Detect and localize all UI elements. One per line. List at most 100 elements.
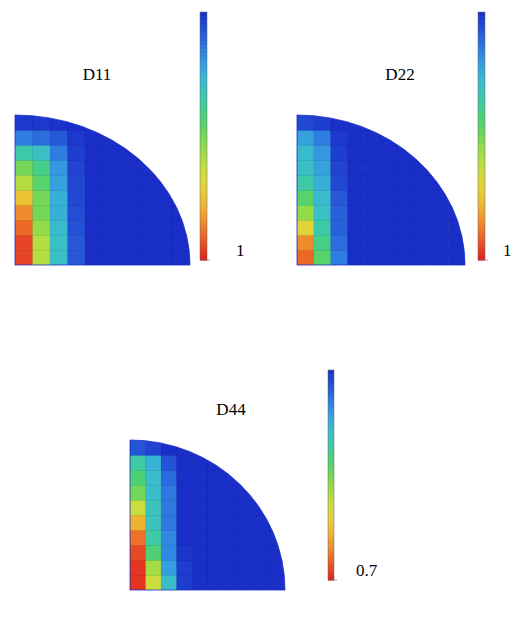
colorbar-band — [328, 535, 334, 539]
colorbar-tick-label: 0.7 — [356, 561, 378, 580]
colorbar-frame — [200, 12, 207, 260]
colorbar-band — [200, 140, 207, 145]
cell — [314, 160, 331, 176]
colorbar-band — [328, 426, 334, 430]
cell — [33, 175, 51, 191]
cell — [431, 250, 448, 266]
figure: D111D221D440.7 — [0, 0, 523, 619]
colorbar-band — [478, 53, 485, 58]
colorbar-band — [478, 181, 485, 186]
cell — [415, 145, 432, 161]
colorbar-band — [478, 66, 485, 71]
colorbar-band — [478, 136, 485, 141]
cell — [347, 160, 364, 176]
colorbar-band — [478, 165, 485, 170]
colorbar-band — [478, 91, 485, 96]
cell — [297, 145, 314, 161]
cell — [120, 250, 138, 266]
cell — [33, 235, 51, 251]
colorbar-band — [478, 132, 485, 137]
cell — [68, 220, 86, 236]
cell — [381, 190, 398, 206]
cell — [239, 515, 255, 531]
cell — [314, 130, 331, 146]
colorbar-band — [478, 190, 485, 195]
colorbar: 1 — [478, 12, 512, 261]
colorbar-band — [200, 161, 207, 166]
cell — [192, 470, 208, 486]
cell — [68, 235, 86, 251]
cell — [223, 575, 239, 591]
cell — [130, 470, 146, 486]
cell — [381, 160, 398, 176]
cell — [192, 530, 208, 546]
colorbar-band — [328, 419, 334, 423]
cell — [192, 455, 208, 471]
cell — [314, 175, 331, 191]
cell — [223, 545, 239, 561]
colorbar-band — [478, 198, 485, 203]
colorbar-band — [478, 86, 485, 91]
colorbar-band — [478, 157, 485, 162]
cell — [297, 220, 314, 236]
colorbar-band — [200, 215, 207, 220]
cell — [381, 205, 398, 221]
colorbar-band — [200, 181, 207, 186]
cell — [208, 515, 224, 531]
colorbar-band — [328, 521, 334, 525]
colorbar-band — [200, 248, 207, 253]
cell — [120, 190, 138, 206]
cell — [177, 545, 193, 561]
cell — [161, 470, 177, 486]
cell — [50, 220, 68, 236]
colorbar-band — [328, 437, 334, 441]
colorbar-band — [478, 12, 485, 17]
colorbar-tick-label: 1 — [236, 241, 245, 260]
colorbar-band — [328, 468, 334, 472]
colorbar-band — [200, 12, 207, 17]
cell — [146, 560, 162, 576]
colorbar-band — [328, 381, 334, 385]
panel-title: D22 — [385, 65, 414, 84]
cell — [130, 545, 146, 561]
colorbar-band — [200, 20, 207, 25]
cell — [155, 235, 173, 251]
cell — [192, 500, 208, 516]
cell — [270, 515, 286, 531]
cell — [415, 175, 432, 191]
cell — [398, 250, 415, 266]
colorbar-band — [200, 66, 207, 71]
cell — [155, 220, 173, 236]
panel: D111 — [15, 12, 245, 266]
colorbar-band — [200, 219, 207, 224]
cell — [146, 545, 162, 561]
cell — [177, 575, 193, 591]
cell — [177, 500, 193, 516]
colorbar-band — [328, 514, 334, 518]
colorbar-band — [328, 500, 334, 504]
colorbar-band — [328, 388, 334, 392]
cell — [364, 205, 381, 221]
cell — [33, 220, 51, 236]
colorbar-band — [328, 566, 334, 570]
cell — [85, 205, 103, 221]
colorbar-band — [478, 115, 485, 120]
colorbar-band — [328, 458, 334, 462]
colorbar-band — [200, 41, 207, 46]
cell — [398, 145, 415, 161]
colorbar-band — [478, 41, 485, 46]
colorbar-band — [478, 49, 485, 54]
colorbar-band — [328, 391, 334, 395]
cell — [85, 235, 103, 251]
cell — [138, 235, 156, 251]
cell — [173, 250, 191, 266]
cell — [415, 235, 432, 251]
cell — [398, 205, 415, 221]
cells — [15, 115, 191, 266]
colorbar-band — [328, 402, 334, 406]
cell — [254, 560, 270, 576]
colorbar-tick — [334, 580, 337, 581]
colorbar-band — [478, 161, 485, 166]
cell — [347, 205, 364, 221]
cell — [177, 530, 193, 546]
